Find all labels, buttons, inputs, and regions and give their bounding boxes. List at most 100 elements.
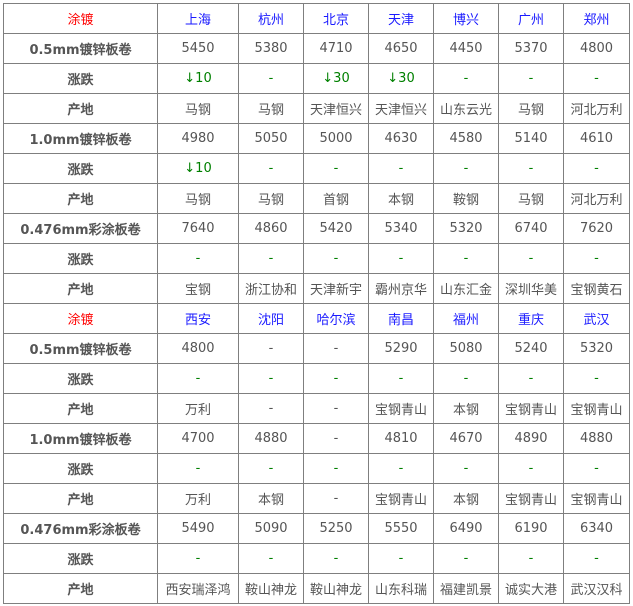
table-cell: - — [563, 243, 630, 274]
row-label: 涨跌 — [3, 243, 158, 274]
table-cell: 浙江协和 — [238, 273, 304, 304]
table-cell: 4860 — [238, 213, 304, 244]
row-label: 产地 — [3, 393, 158, 424]
table-cell: 5550 — [368, 513, 434, 544]
table-cell: 4610 — [563, 123, 630, 154]
table-cell: 6340 — [563, 513, 630, 544]
table-cell: 4800 — [157, 333, 239, 364]
table-cell: - — [563, 153, 630, 184]
city-header: 西安 — [157, 303, 239, 334]
table-cell: ↓30 — [303, 63, 369, 94]
table-cell: - — [238, 243, 304, 274]
table-cell: 宝钢青山 — [498, 393, 564, 424]
table-cell: - — [368, 153, 434, 184]
table-cell: - — [368, 243, 434, 274]
price-row: 0.5mm镀锌板卷 5450 5380 4710 4650 4450 5370 4800 — [3, 33, 630, 64]
table-cell: - — [498, 453, 564, 484]
city-header: 福州 — [433, 303, 499, 334]
price-row: 1.0mm镀锌板卷 4700 4880-4810 4670 4890 4880 — [3, 423, 630, 454]
table-cell: 5340 — [368, 213, 434, 244]
table-cell: 天津恒兴 — [368, 93, 434, 124]
city-header: 天津 — [368, 3, 434, 34]
row-label: 涨跌 — [3, 453, 158, 484]
change-row: 涨跌 - - - - - - - — [3, 543, 630, 574]
table-cell: - — [238, 333, 304, 364]
table-cell: - — [238, 153, 304, 184]
table-cell: - — [498, 543, 564, 574]
change-row: 涨跌 - - - - - - - — [3, 243, 630, 274]
city-header: 郑州 — [563, 3, 630, 34]
table-cell: 鞍钢 — [433, 183, 499, 214]
table-cell: 山东云光 — [433, 93, 499, 124]
city-header: 杭州 — [238, 3, 304, 34]
table-cell: 本钢 — [433, 483, 499, 514]
table-cell: 5090 — [238, 513, 304, 544]
table-cell: 5370 — [498, 33, 564, 64]
table-cell: - — [238, 63, 304, 94]
price-row: 0.476mm彩涂板卷 5490 5090 5250 5550 6490 6190 6340 — [3, 513, 630, 544]
table-cell: 5080 — [433, 333, 499, 364]
table-cell: 6740 — [498, 213, 564, 244]
change-row: 涨跌 - - - - - - - — [3, 453, 630, 484]
table-cell: 4880 — [563, 423, 630, 454]
table-cell: - — [157, 543, 239, 574]
table-cell: 马钢 — [498, 183, 564, 214]
table-cell: 5250 — [303, 513, 369, 544]
row-label: 0.476mm彩涂板卷 — [3, 513, 158, 544]
row-label: 涨跌 — [3, 543, 158, 574]
row-label: 0.5mm镀锌板卷 — [3, 33, 158, 64]
table-cell: - — [368, 543, 434, 574]
row-label: 涂镀 — [3, 303, 158, 334]
table-cell: 深圳华美 — [498, 273, 564, 304]
table-cell: - — [433, 543, 499, 574]
table-cell: - — [303, 153, 369, 184]
row-label: 产地 — [3, 183, 158, 214]
table-cell: 4890 — [498, 423, 564, 454]
table-cell: - — [157, 363, 239, 394]
table-cell: 4710 — [303, 33, 369, 64]
table-cell: 4670 — [433, 423, 499, 454]
table-cell: 首钢 — [303, 183, 369, 214]
table-cell: 4580 — [433, 123, 499, 154]
table-cell: - — [238, 453, 304, 484]
origin-row: 产地 万利 本钢 - 宝钢青山 本钢 宝钢青山 宝钢青山 — [3, 483, 630, 514]
price-row: 0.476mm彩涂板卷 7640 4860 5420 5340 5320 6740 7620 — [3, 213, 630, 244]
table-cell: 5420 — [303, 213, 369, 244]
table-cell: - — [238, 363, 304, 394]
table-cell: 山东汇金 — [433, 273, 499, 304]
table-cell: - — [498, 363, 564, 394]
city-header: 重庆 — [498, 303, 564, 334]
table-cell: 5490 — [157, 513, 239, 544]
city-header: 武汉 — [563, 303, 630, 334]
table-cell: - — [303, 483, 369, 514]
row-label: 涨跌 — [3, 153, 158, 184]
table-cell: 本钢 — [238, 483, 304, 514]
city-header: 哈尔滨 — [303, 303, 369, 334]
table-cell: 5380 — [238, 33, 304, 64]
table-cell: - — [563, 63, 630, 94]
table-cell: - — [303, 393, 369, 424]
table-cell: 宝钢青山 — [498, 483, 564, 514]
table-cell: 马钢 — [157, 183, 239, 214]
table-cell: 马钢 — [498, 93, 564, 124]
table-cell: 鞍山神龙 — [303, 573, 369, 604]
table-cell: 5050 — [238, 123, 304, 154]
table-cell: 6190 — [498, 513, 564, 544]
origin-row: 产地 万利 - - 宝钢青山 本钢 宝钢青山 宝钢青山 — [3, 393, 630, 424]
table-cell: ↓10 — [157, 63, 239, 94]
change-row: 涨跌 ↓10- ↓30 ↓30- - - — [3, 63, 630, 94]
table-cell: 本钢 — [433, 393, 499, 424]
table-cell: 河北万利 — [563, 93, 630, 124]
origin-row: 产地 宝钢 浙江协和 天津新宇 霸州京华 山东汇金 深圳华美 宝钢黄石 — [3, 273, 630, 304]
table-cell: 万利 — [157, 393, 239, 424]
row-label: 1.0mm镀锌板卷 — [3, 423, 158, 454]
table-cell: 万利 — [157, 483, 239, 514]
table-cell: 5320 — [433, 213, 499, 244]
table-cell: 本钢 — [368, 183, 434, 214]
table-cell: - — [563, 543, 630, 574]
table-cell: 4700 — [157, 423, 239, 454]
table-cell: 福建凯景 — [433, 573, 499, 604]
city-header: 上海 — [157, 3, 239, 34]
table-cell: 西安瑞泽鸿 — [157, 573, 239, 604]
table-cell: - — [433, 363, 499, 394]
